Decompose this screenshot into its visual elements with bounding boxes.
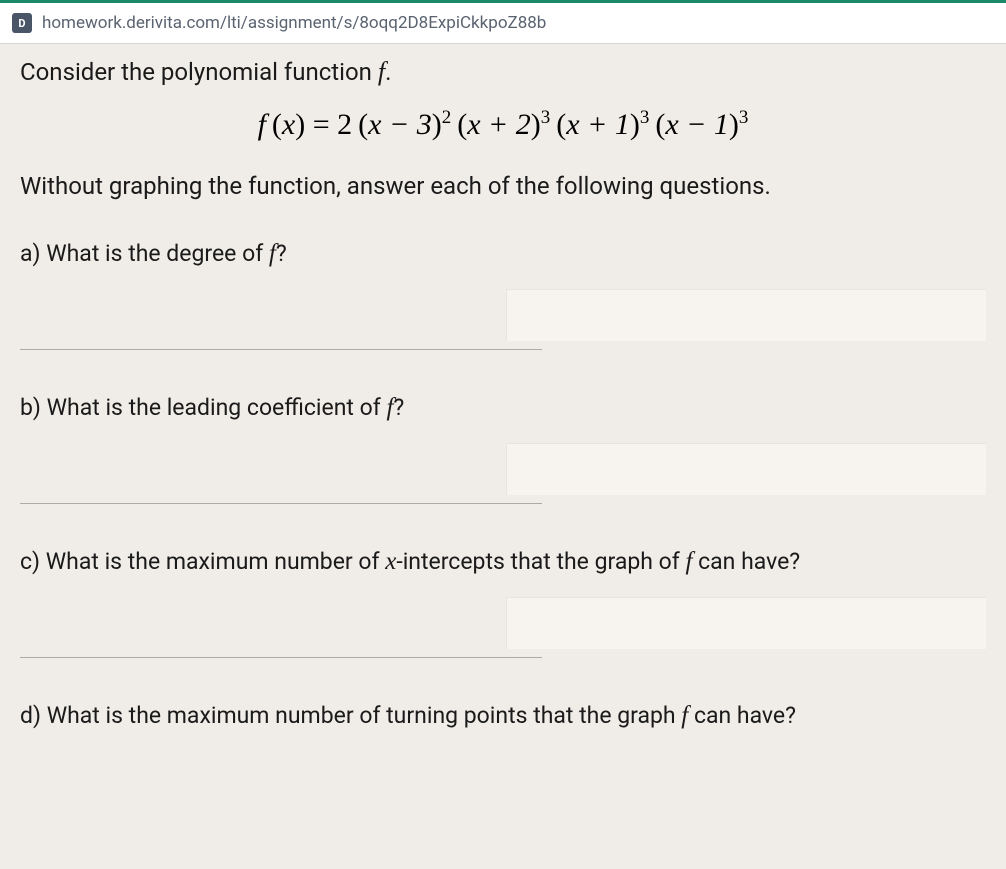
eq-f2: x + 1 — [566, 108, 630, 141]
question-b-text: b) What is the leading coefficient of f? — [20, 390, 986, 425]
question-a: a) What is the degree of f? — [20, 236, 986, 350]
answer-input-b[interactable] — [506, 443, 986, 495]
question-c: c) What is the maximum number of x-inter… — [20, 544, 986, 658]
qd-pre: What is the maximum number of turning po… — [47, 702, 682, 729]
intro-prefix: Consider the polynomial function — [20, 58, 378, 86]
assignment-content: Consider the polynomial function f. f (x… — [0, 44, 1006, 775]
divider-b — [20, 503, 542, 504]
qa-post: ? — [276, 240, 287, 267]
intro-text: Consider the polynomial function f. — [20, 54, 986, 90]
qc-mid: -intercepts that the graph of — [396, 548, 685, 575]
eq-e0: 2 — [442, 107, 452, 128]
favicon-letter: D — [18, 17, 25, 30]
eq-f3: x − 1 — [665, 108, 729, 141]
qc-pre: What is the maximum number of — [46, 548, 385, 575]
polynomial-equation: f (x) = 2 (x − 3)2 (x + 2)3 (x + 1)3 (x … — [20, 108, 986, 142]
site-favicon: D — [12, 13, 32, 33]
qa-pre: What is the degree of — [46, 240, 269, 267]
question-a-text: a) What is the degree of f? — [20, 236, 986, 271]
qb-pre: What is the leading coefficient of — [47, 394, 387, 421]
eq-coeff: 2 — [337, 108, 352, 141]
eq-e1: 3 — [541, 107, 551, 128]
qa-fn: f — [269, 240, 276, 267]
qb-post: ? — [393, 394, 404, 421]
qa-label: a) — [20, 240, 46, 267]
qc-xvar: x — [385, 548, 396, 575]
question-d: d) What is the maximum number of turning… — [20, 698, 986, 733]
eq-f0: x − 3 — [368, 108, 432, 141]
intro-suffix: . — [385, 58, 391, 86]
answer-row-c — [20, 597, 986, 649]
qc-post: can have? — [692, 548, 800, 575]
eq-e2: 3 — [640, 107, 650, 128]
question-b: b) What is the leading coefficient of f? — [20, 390, 986, 504]
url-text[interactable]: homework.derivita.com/lti/assignment/s/8… — [42, 13, 546, 33]
question-d-text: d) What is the maximum number of turning… — [20, 698, 986, 733]
question-c-text: c) What is the maximum number of x-inter… — [20, 544, 986, 579]
qd-label: d) — [20, 702, 47, 729]
qd-post: can have? — [688, 702, 796, 729]
divider-c — [20, 657, 542, 658]
answer-row-a — [20, 289, 986, 341]
eq-f1: x + 2 — [467, 108, 531, 141]
qb-label: b) — [20, 394, 47, 421]
eq-e3: 3 — [739, 107, 749, 128]
followup-text: Without graphing the function, answer ea… — [20, 170, 986, 204]
answer-input-c[interactable] — [506, 597, 986, 649]
divider-a — [20, 349, 542, 350]
answer-row-b — [20, 443, 986, 495]
browser-address-bar: D homework.derivita.com/lti/assignment/s… — [0, 0, 1006, 44]
qc-label: c) — [20, 548, 46, 575]
eq-lhs-arg: x — [282, 108, 295, 141]
answer-input-a[interactable] — [506, 289, 986, 341]
eq-lhs-fn: f — [258, 108, 266, 141]
